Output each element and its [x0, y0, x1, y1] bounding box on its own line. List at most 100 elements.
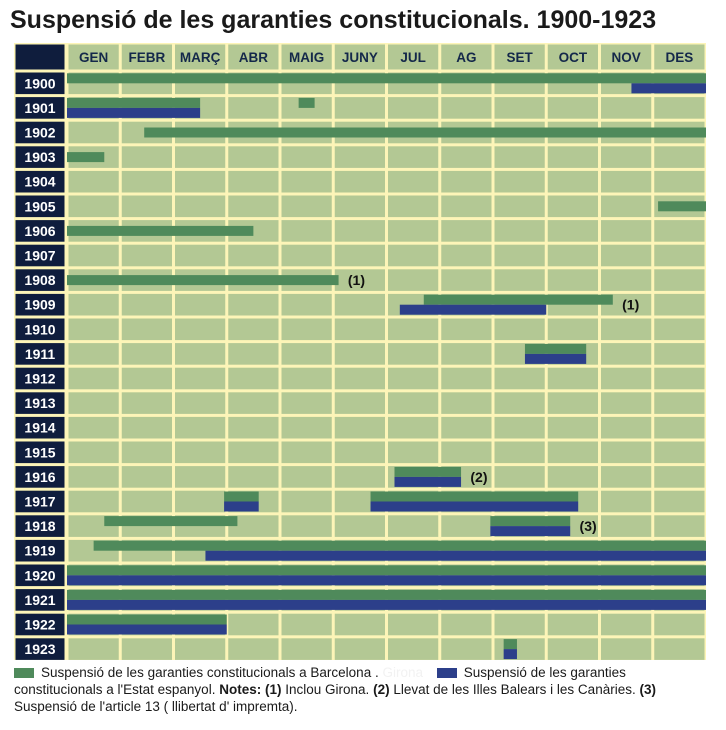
- month-header-cell: [654, 44, 705, 70]
- year-label: 1915: [24, 444, 55, 460]
- month-cell: [601, 638, 652, 660]
- year-label-cell: [15, 195, 65, 218]
- month-cell: [494, 466, 545, 488]
- year-label: 1922: [24, 617, 55, 633]
- month-cell: [547, 466, 598, 488]
- note1-number: (1): [265, 682, 282, 697]
- month-cell: [547, 244, 598, 267]
- year-label-cell: [15, 293, 65, 316]
- month-header-cell: [121, 44, 172, 70]
- month-cell: [654, 416, 705, 439]
- year-label: 1900: [24, 75, 55, 91]
- year-label: 1923: [24, 641, 55, 657]
- note1-text: Inclou Girona.: [285, 682, 370, 697]
- bar-barcelona: [67, 152, 105, 163]
- year-label-cell: [15, 367, 65, 390]
- note2-text: Llevat de les Illes Balears i les Canàri…: [393, 682, 636, 697]
- month-cell: [654, 613, 705, 636]
- month-cell: [441, 195, 492, 218]
- month-cell: [494, 269, 545, 291]
- month-cell: [601, 441, 652, 464]
- bar-espanya: [67, 575, 706, 586]
- month-cell: [68, 343, 119, 365]
- bar-espanya: [67, 107, 201, 118]
- month-label: ABR: [239, 50, 268, 65]
- month-cell: [175, 416, 226, 439]
- year-label: 1916: [24, 469, 55, 485]
- month-cell: [388, 318, 439, 341]
- month-cell: [654, 490, 705, 513]
- month-cell: [175, 146, 226, 168]
- month-cell: [334, 244, 385, 267]
- month-cell: [334, 416, 385, 439]
- month-cell: [494, 220, 545, 242]
- bar-espanya: [524, 353, 587, 364]
- month-cell: [121, 244, 172, 267]
- gantt-chart: GEN FEBR MARÇ ABR MAIG JUNY JUL AG SET OCT NOV DES 1…: [14, 43, 706, 660]
- month-cell: [388, 416, 439, 439]
- month-cell: [68, 416, 119, 439]
- month-header-cell: [494, 44, 545, 70]
- month-cell: [601, 416, 652, 439]
- month-cell: [388, 367, 439, 390]
- month-cell: [175, 441, 226, 464]
- month-cell: [68, 244, 119, 267]
- month-label: DES: [665, 50, 693, 65]
- month-cell: [281, 613, 332, 636]
- month-cell: [121, 466, 172, 488]
- month-cell: [388, 638, 439, 660]
- month-cell: [175, 392, 226, 414]
- bar-barcelona: [224, 491, 259, 502]
- legend-label-barcelona: Suspensió de les garanties constituciona…: [41, 665, 379, 680]
- month-cell: [334, 367, 385, 390]
- annotation-label: (1): [622, 297, 639, 313]
- year-label-cell: [15, 269, 65, 291]
- note3-number: (3): [639, 682, 656, 697]
- month-label: NOV: [611, 50, 640, 65]
- year-label: 1914: [24, 420, 55, 436]
- month-cell: [547, 146, 598, 168]
- month-cell: [601, 367, 652, 390]
- month-label: MAIG: [289, 50, 324, 65]
- annotation-label: (3): [580, 518, 597, 534]
- month-cell: [281, 392, 332, 414]
- month-cell: [441, 638, 492, 660]
- month-cell: [121, 416, 172, 439]
- month-cell: [281, 367, 332, 390]
- month-cell: [654, 466, 705, 488]
- month-cell: [388, 269, 439, 291]
- month-cell: [601, 220, 652, 242]
- year-label-cell: [15, 441, 65, 464]
- month-cell: [494, 97, 545, 119]
- month-cell: [281, 638, 332, 660]
- bar-barcelona: [67, 73, 706, 84]
- year-label-cell: [15, 539, 65, 562]
- month-cell: [654, 269, 705, 291]
- month-cell: [334, 97, 385, 119]
- month-cell: [601, 318, 652, 341]
- month-cell: [388, 343, 439, 365]
- month-cell: [441, 97, 492, 119]
- month-cell: [441, 244, 492, 267]
- month-label: AG: [456, 50, 476, 65]
- month-cell: [334, 293, 385, 316]
- month-cell: [281, 416, 332, 439]
- bar-barcelona: [67, 565, 706, 576]
- month-cell: [121, 441, 172, 464]
- month-label: OCT: [559, 50, 588, 65]
- month-cell: [334, 343, 385, 365]
- month-cell: [601, 244, 652, 267]
- month-cell: [334, 146, 385, 168]
- month-cell: [121, 490, 172, 513]
- month-cell: [494, 318, 545, 341]
- month-cell: [547, 269, 598, 291]
- year-label-cell: [15, 564, 65, 587]
- month-cell: [121, 146, 172, 168]
- month-cell: [654, 146, 705, 168]
- bar-barcelona: [394, 466, 462, 477]
- year-label: 1906: [24, 223, 55, 239]
- bar-espanya: [394, 476, 462, 487]
- month-cell: [654, 244, 705, 267]
- month-cell: [334, 515, 385, 537]
- month-cell: [441, 318, 492, 341]
